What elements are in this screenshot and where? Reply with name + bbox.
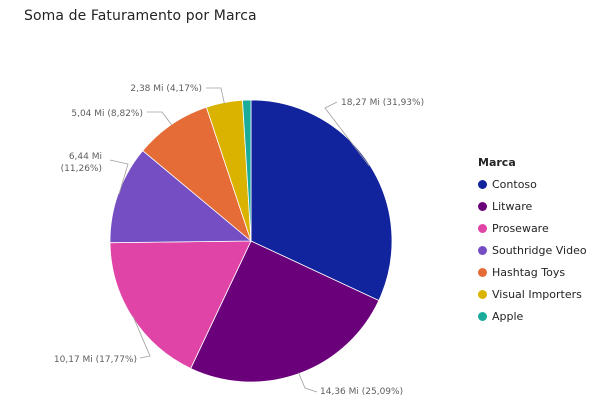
legend-marker — [478, 179, 487, 189]
pie-slice-proseware[interactable] — [109, 240, 252, 369]
legend-item-apple[interactable]: Apple — [478, 305, 587, 327]
data-label: 5,04 Mi (8,82%) — [71, 109, 143, 119]
data-label: 14,36 Mi (25,09%) — [320, 387, 403, 397]
data-label: 6,44 Mi (11,26%) — [61, 152, 102, 174]
legend-marker — [478, 223, 487, 233]
data-label: 10,17 Mi (17,77%) — [54, 355, 137, 365]
legend-label: Southridge Video — [492, 243, 587, 257]
pie-slice-apple[interactable] — [242, 99, 252, 242]
legend-label: Apple — [492, 309, 524, 323]
legend-label: Visual Importers — [492, 287, 582, 301]
legend-marker — [478, 311, 487, 321]
legend-title: Marca — [478, 156, 516, 169]
leader-line — [147, 111, 173, 126]
chart-title: Soma de Faturamento por Marca — [24, 8, 257, 24]
legend-label: Contoso — [492, 177, 537, 191]
legend-label: Litware — [492, 199, 533, 213]
pie-slice-southridge-video[interactable] — [109, 150, 253, 244]
leader-line — [298, 372, 318, 393]
legend-items: Contoso Litware Proseware Southridge Video H… — [478, 173, 587, 327]
legend-marker — [478, 289, 487, 299]
legend-marker — [478, 245, 487, 255]
leader-line — [206, 87, 225, 104]
legend-item-litware[interactable]: Litware — [478, 195, 587, 217]
legend-marker — [478, 267, 487, 277]
legend-label: Hashtag Toys — [492, 265, 566, 279]
legend-item-hashtag-toys[interactable]: Hashtag Toys — [478, 261, 587, 283]
legend-item-proseware[interactable]: Proseware — [478, 217, 587, 239]
legend-label: Proseware — [492, 221, 549, 235]
data-label: 2,38 Mi (4,17%) — [130, 84, 202, 94]
legend: Marca Contoso Litware Proseware Southridge … — [478, 156, 587, 327]
legend-item-southridge-video[interactable]: Southridge Video — [478, 239, 587, 261]
legend-item-contoso[interactable]: Contoso — [478, 173, 587, 195]
legend-item-visual-importers[interactable]: Visual Importers — [478, 283, 587, 305]
leader-line — [132, 316, 151, 359]
leader-line — [109, 159, 129, 195]
leader-line — [324, 101, 370, 166]
legend-marker — [478, 201, 487, 211]
data-label: 18,27 Mi (31,93%) — [341, 98, 424, 108]
